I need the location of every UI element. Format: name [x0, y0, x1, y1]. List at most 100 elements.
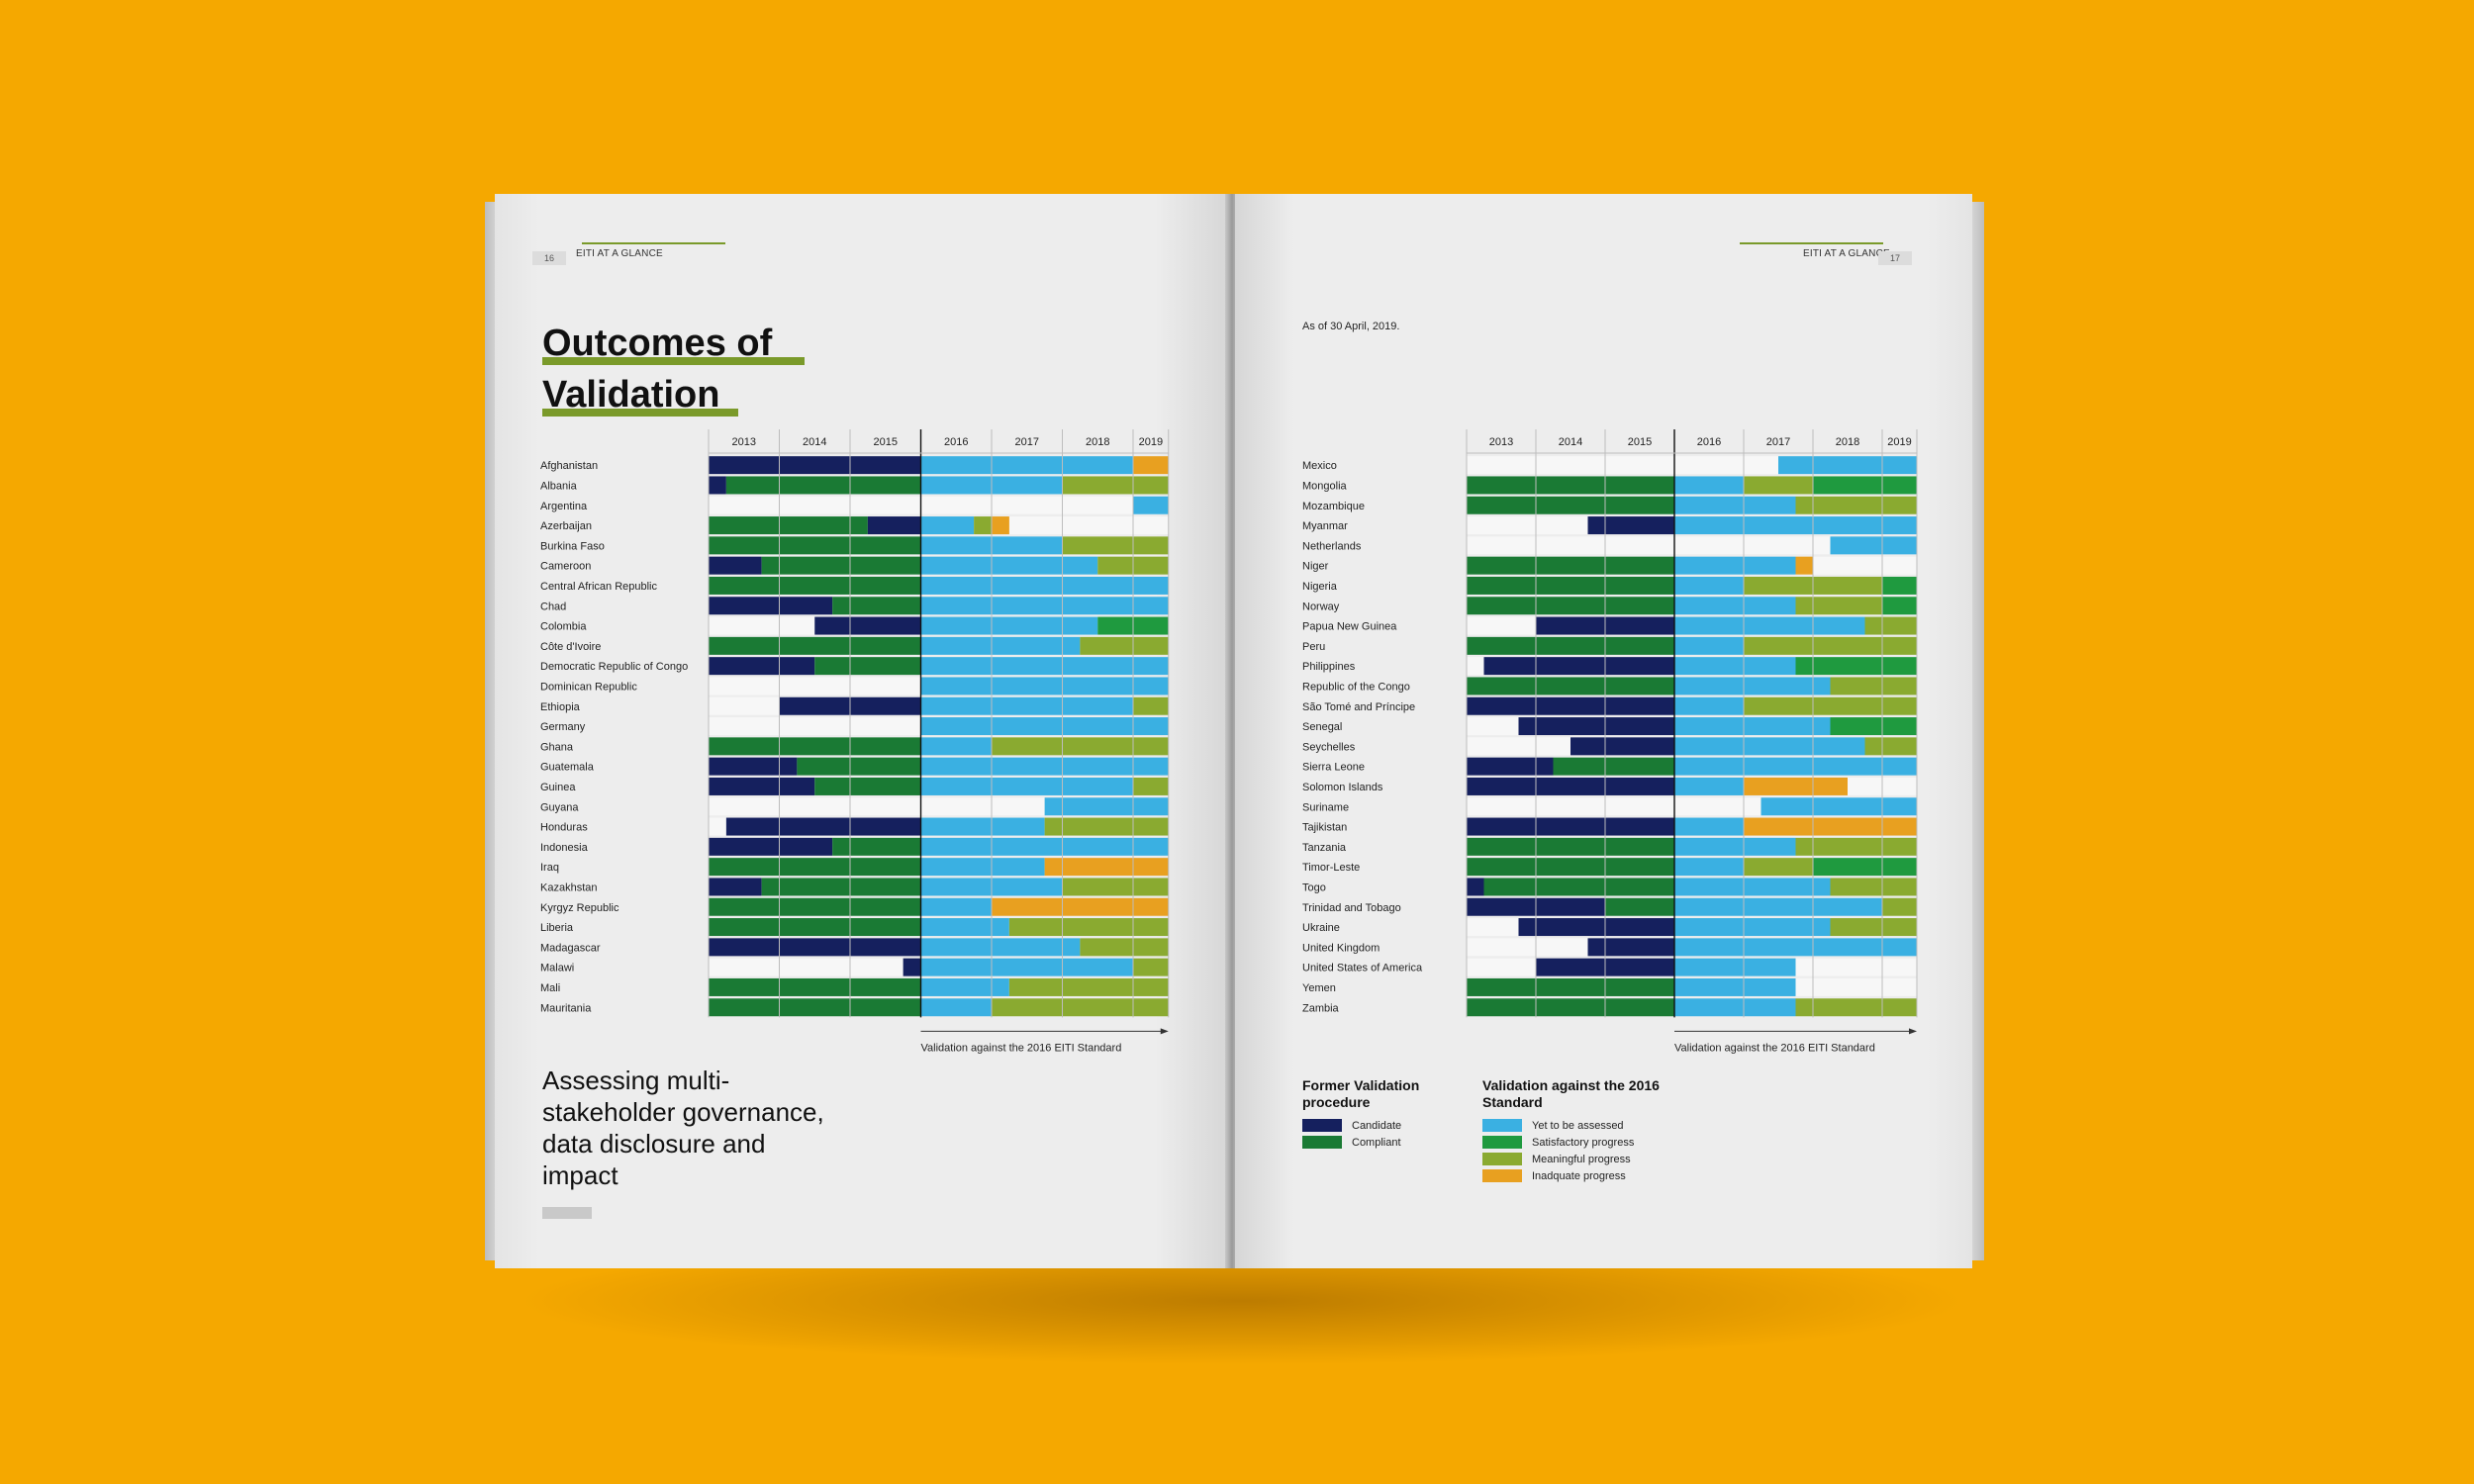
legend-new-item: Satisfactory progress — [1482, 1136, 1680, 1149]
year-label: 2019 — [1139, 436, 1163, 448]
bar-segment — [709, 777, 815, 795]
axis-note: Validation against the 2016 EITI Standar… — [1674, 1042, 1875, 1054]
bar-segment — [920, 717, 1169, 736]
page-number-right: 17 — [1878, 251, 1912, 265]
legend-new-label: Satisfactory progress — [1532, 1136, 1635, 1149]
bar-segment — [1795, 837, 1917, 856]
bar-segment — [920, 977, 1009, 996]
bar-segment — [1674, 977, 1796, 996]
bar-segment — [920, 616, 1098, 635]
legend-former-label: Compliant — [1352, 1136, 1401, 1149]
bar-segment — [920, 636, 1081, 655]
legend-new-item: Yet to be assessed — [1482, 1119, 1680, 1132]
country-label: Argentina — [540, 501, 588, 512]
bar-segment — [709, 998, 921, 1017]
bar-segment — [920, 516, 975, 535]
bar-segment — [1674, 897, 1882, 916]
country-label: Azerbaijan — [540, 520, 592, 532]
country-label: Cameroon — [540, 561, 591, 573]
bar-segment — [867, 516, 921, 535]
bar-segment — [1674, 777, 1744, 795]
country-label: Malawi — [540, 963, 574, 974]
bar-segment — [1044, 858, 1169, 877]
country-label: Mongolia — [1302, 480, 1348, 492]
legend-new-item: Meaningful progress — [1482, 1153, 1680, 1165]
axis-arrow-head — [1160, 1028, 1169, 1035]
country-label: Peru — [1302, 641, 1325, 653]
bar-segment — [1467, 817, 1674, 836]
bar-segment — [832, 837, 921, 856]
bar-segment — [920, 696, 1133, 715]
bar-segment — [1605, 897, 1674, 916]
bar-segment — [1674, 958, 1796, 976]
country-label: Myanmar — [1302, 520, 1348, 532]
country-label: Senegal — [1302, 721, 1342, 733]
right-page-edge — [1970, 202, 1984, 1260]
country-label: Kyrgyz Republic — [540, 902, 619, 914]
bar-segment — [1467, 597, 1674, 615]
bar-segment — [1587, 516, 1674, 535]
bar-segment — [709, 576, 921, 595]
bar-segment — [1674, 677, 1831, 696]
country-label: São Tomé and Príncipe — [1302, 701, 1415, 713]
bar-segment — [1467, 858, 1674, 877]
legend-former-item: Compliant — [1302, 1136, 1451, 1149]
country-label: Colombia — [540, 621, 587, 633]
bar-segment — [709, 456, 921, 475]
bar-segment — [992, 737, 1169, 756]
bar-segment — [1744, 817, 1917, 836]
bar-segment — [1467, 476, 1674, 495]
country-label: Mozambique — [1302, 501, 1365, 512]
bar-segment — [920, 737, 992, 756]
bar-segment — [1674, 597, 1796, 615]
bar-segment — [1882, 897, 1917, 916]
year-label: 2017 — [1766, 436, 1790, 448]
country-label: Nigeria — [1302, 581, 1338, 593]
bar-segment — [1133, 496, 1169, 514]
bar-segment — [1795, 597, 1882, 615]
bar-segment — [1133, 456, 1169, 475]
running-header-left: EITI AT A GLANCE — [576, 248, 663, 259]
country-label: Zambia — [1302, 1002, 1340, 1014]
bar-segment — [814, 616, 921, 635]
country-label: Ghana — [540, 741, 574, 753]
row-background — [1467, 536, 1917, 555]
bar-segment — [1080, 938, 1169, 957]
bar-segment — [709, 536, 921, 555]
bar-segment — [709, 918, 921, 937]
legend-former-item: Candidate — [1302, 1119, 1451, 1132]
right-page: EITI AT A GLANCE 17 As of 30 April, 2019… — [1235, 194, 1972, 1268]
year-label: 2018 — [1836, 436, 1859, 448]
country-label: Yemen — [1302, 982, 1336, 994]
country-label: Tanzania — [1302, 842, 1347, 854]
country-label: Liberia — [540, 922, 574, 934]
bar-segment — [1044, 817, 1169, 836]
bar-segment — [1467, 837, 1674, 856]
bar-segment — [1674, 616, 1865, 635]
bar-segment — [814, 777, 921, 795]
country-label: Seychelles — [1302, 741, 1356, 753]
bar-segment — [1778, 456, 1917, 475]
bar-segment — [1830, 677, 1917, 696]
bar-segment — [1674, 696, 1744, 715]
bar-segment — [920, 858, 1045, 877]
bar-segment — [992, 998, 1169, 1017]
bar-segment — [709, 657, 815, 676]
bar-segment — [709, 476, 726, 495]
country-label: Central African Republic — [540, 581, 658, 593]
title-underline-2 — [542, 409, 738, 417]
bar-segment — [1467, 977, 1674, 996]
bar-segment — [992, 897, 1169, 916]
country-label: Indonesia — [540, 842, 589, 854]
bar-segment — [920, 576, 1169, 595]
bar-segment — [1467, 777, 1674, 795]
bar-segment — [1467, 576, 1674, 595]
bar-segment — [1674, 837, 1796, 856]
country-label: Iraq — [540, 862, 559, 874]
validation-chart-right: Mexico Mongolia Mozambique Myanmar Netherlan… — [1302, 429, 1918, 1054]
country-label: Albania — [540, 480, 578, 492]
row-background — [709, 496, 1169, 514]
year-label: 2017 — [1015, 436, 1039, 448]
bar-segment — [1864, 616, 1917, 635]
bar-segment — [725, 817, 921, 836]
